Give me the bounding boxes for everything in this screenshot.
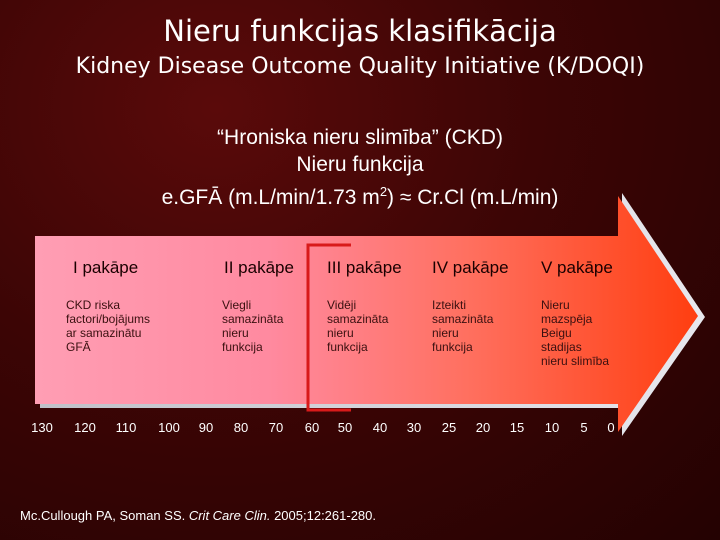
gfr-tick-label: 10	[544, 420, 560, 435]
stage-4-description: Izteikti samazināta nieru funkcija	[432, 298, 493, 354]
stage-2-desc-line: funkcija	[222, 340, 263, 354]
formula-prefix: e.GFĀ (m.L/min/1.73 m	[161, 186, 380, 209]
stage-5-label: V pakāpe	[541, 258, 613, 277]
stage-5-desc-line: mazspēja	[541, 312, 593, 326]
gfr-tick-label: 50	[337, 420, 353, 435]
gfr-tick-label: 15	[509, 420, 525, 435]
stage-4-desc-line: funkcija	[432, 340, 473, 354]
stage-2-desc-line: Viegli	[222, 298, 252, 312]
stage-4-label: IV pakāpe	[432, 258, 509, 277]
stage-5-desc-line: Beigu	[541, 326, 572, 340]
stage-5-description: Nieru mazspēja Beigu stadijas nieru slim…	[541, 298, 609, 368]
arrow-body	[35, 196, 698, 432]
gfr-tick-label: 130	[31, 420, 53, 435]
gfr-tick-label: 25	[441, 420, 457, 435]
gfr-tick-label: 30	[406, 420, 422, 435]
definition-line-ckd: “Hroniska nieru slimība” (CKD)	[217, 126, 503, 149]
gfr-tick-label: 0	[607, 420, 615, 435]
citation-journal: Crit Care Clin.	[188, 508, 271, 523]
stage-3-description: Vidēji samazināta nieru funkcija	[327, 298, 388, 354]
citation-authors: Mc.Cullough PA, Soman SS.	[20, 508, 189, 523]
stage-1-desc-line: factori/bojājums	[66, 312, 151, 326]
definition-block: “Hroniska nieru slimība” (CKD) Nieru fun…	[0, 124, 720, 211]
stage-2-desc-line: samazināta	[222, 312, 284, 326]
definition-line-formula: e.GFĀ (m.L/min/1.73 m2) ≈ Cr.Cl (m.L/min…	[0, 178, 720, 211]
gfr-tick-label: 70	[268, 420, 284, 435]
gfr-tick-label: 40	[372, 420, 388, 435]
stage-5-desc-line: stadijas	[541, 340, 582, 354]
formula-superscript: 2	[379, 184, 388, 199]
stage-4-desc-line: samazināta	[432, 312, 494, 326]
stage-1-desc-line: CKD riska	[66, 298, 121, 312]
definition-line-function: Nieru funkcija	[296, 153, 424, 176]
stage-2-label: II pakāpe	[224, 258, 294, 277]
gfr-tick-label: 60	[304, 420, 320, 435]
stage-3-desc-line: samazināta	[327, 312, 389, 326]
stage-2-description: Viegli samazināta nieru funkcija	[222, 298, 283, 354]
stage-5-desc-line: Nieru	[541, 298, 570, 312]
gfr-tick-label: 100	[158, 420, 180, 435]
stage-2-desc-line: nieru	[222, 326, 249, 340]
stage-3-desc-line: Vidēji	[327, 298, 357, 312]
gfr-tick-label: 80	[233, 420, 249, 435]
stage-5-desc-line: nieru slimība	[541, 354, 610, 368]
stage-1-description: CKD riska factori/bojājums ar samazinātu…	[66, 298, 150, 354]
slide-title: Nieru funkcijas klasifikācija	[163, 14, 557, 48]
stage-3-desc-line: nieru	[327, 326, 354, 340]
stage-3-desc-line: funkcija	[327, 340, 368, 354]
gfr-tick-label: 5	[580, 420, 588, 435]
stage-1-desc-line: ar samazinātu	[66, 326, 142, 340]
stage-4-desc-line: nieru	[432, 326, 459, 340]
stage-1-desc-line: GFĀ	[66, 340, 91, 354]
stage-bracket	[306, 243, 351, 412]
slide-subtitle: Kidney Disease Outcome Quality Initiativ…	[75, 54, 645, 79]
gfr-tick-label: 110	[115, 420, 137, 435]
stage-4-desc-line: Izteikti	[432, 298, 467, 312]
stage-1-label: I pakāpe	[73, 258, 139, 277]
formula-suffix: ) ≈ Cr.Cl (m.L/min)	[387, 186, 559, 209]
gfr-tick-label: 20	[475, 420, 491, 435]
stage-3-label: III pakāpe	[327, 258, 402, 277]
citation-details: 2005;12:261-280.	[270, 508, 377, 523]
citation: Mc.Cullough PA, Soman SS. Crit Care Clin…	[20, 508, 376, 523]
gfr-tick-label: 120	[74, 420, 96, 435]
gfr-tick-label: 90	[198, 420, 214, 435]
